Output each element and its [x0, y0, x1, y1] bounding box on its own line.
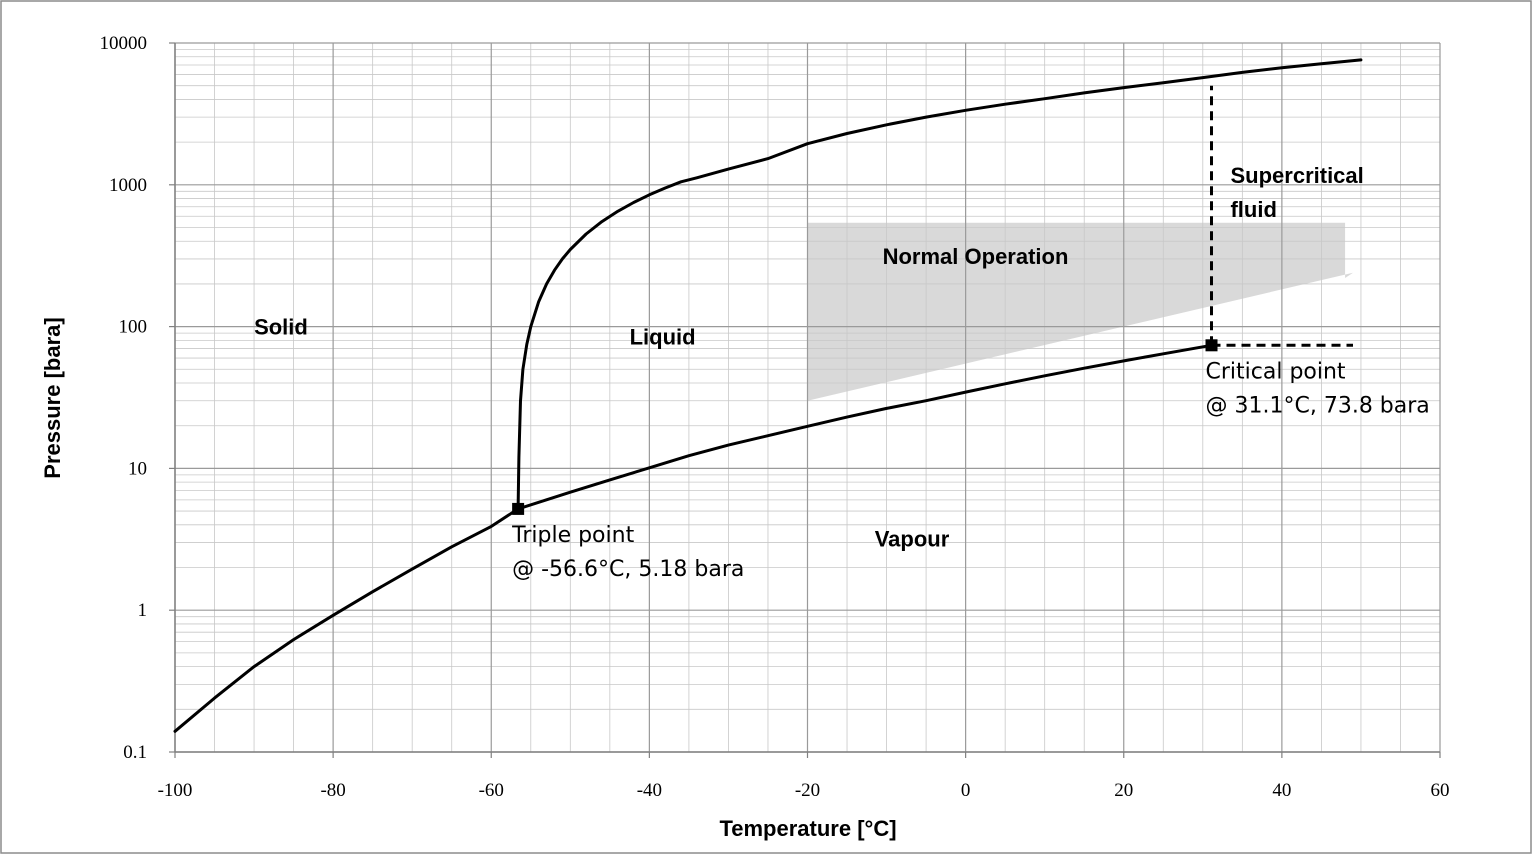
liquid-label: Liquid [630, 325, 696, 350]
x-tick-label: 60 [1431, 780, 1450, 801]
y-tick-label: 1 [138, 600, 148, 621]
critical-point-label: @ 31.1°C, 73.8 bara [1206, 393, 1430, 418]
x-tick-label: -100 [158, 780, 193, 801]
critical-point-marker [1205, 339, 1218, 352]
y-tick-label: 1000 [109, 175, 147, 196]
x-tick-label: -40 [637, 780, 662, 801]
triple-point-marker [512, 502, 525, 515]
y-tick-label: 0.1 [123, 742, 147, 763]
supercritical-fluid-label: Supercritical [1230, 163, 1363, 188]
normal-operation-label: Normal Operation [883, 244, 1069, 269]
y-tick-label: 100 [119, 317, 148, 338]
normal-operation-region [807, 222, 1353, 401]
x-axis-title: Temperature [°C] [719, 816, 896, 841]
y-tick-label: 10 [128, 458, 147, 479]
sublimation-vapour-line [173, 343, 1213, 733]
x-tick-label: 0 [961, 780, 971, 801]
triple-point-label: @ -56.6°C, 5.18 bara [512, 557, 744, 582]
critical-point-label: Critical point [1206, 359, 1346, 384]
supercritical-fluid-label: fluid [1230, 197, 1276, 222]
y-axis-title: Pressure [bara] [40, 317, 65, 478]
x-tick-label: 20 [1114, 780, 1133, 801]
vapour-label: Vapour [875, 527, 950, 552]
x-tick-label: -20 [795, 780, 820, 801]
x-tick-label: 40 [1272, 780, 1291, 801]
melting-line [516, 58, 1363, 511]
solid-label: Solid [254, 315, 308, 340]
triple-point-label: Triple point [511, 523, 634, 548]
x-tick-label: -80 [320, 780, 345, 801]
y-tick-label: 10000 [100, 33, 148, 54]
x-tick-label: -60 [479, 780, 504, 801]
